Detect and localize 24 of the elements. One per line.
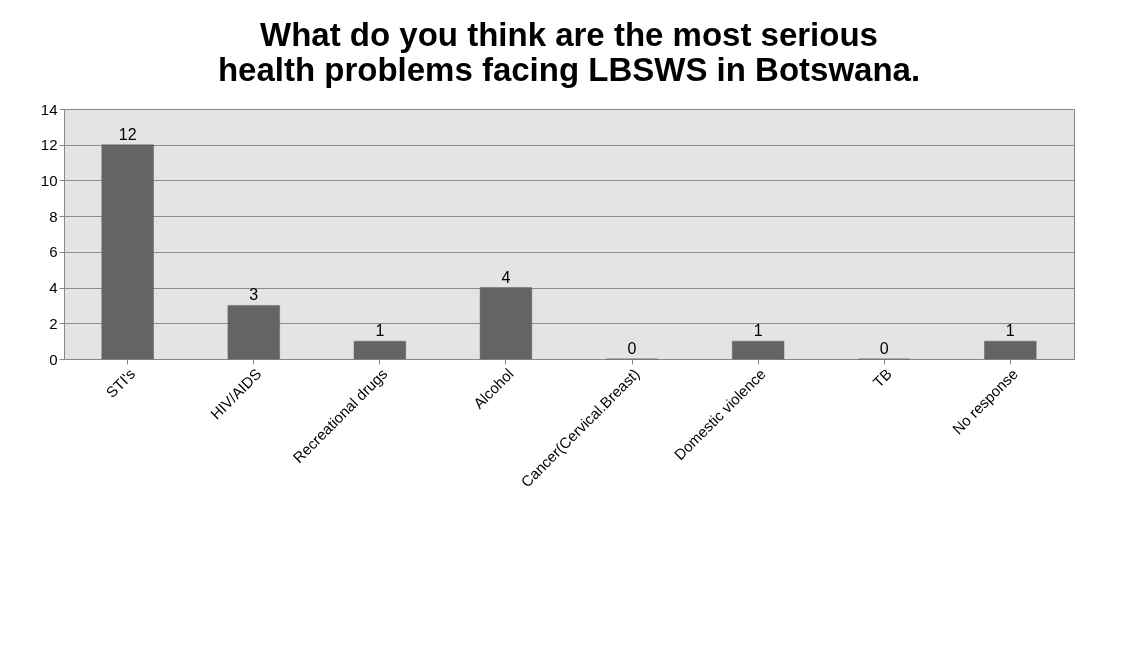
bar — [353, 340, 406, 360]
x-tick-label: TB — [869, 365, 895, 391]
y-tick-label: 10 — [40, 171, 58, 189]
data-label: 0 — [879, 340, 889, 357]
data-label: 12 — [118, 125, 137, 143]
bar — [984, 340, 1037, 360]
y-tick-label: 14 — [40, 100, 58, 118]
y-tick-label: 6 — [49, 243, 58, 261]
y-tick-label: 4 — [49, 279, 58, 297]
data-label: 3 — [249, 286, 259, 304]
data-label: 1 — [1005, 322, 1015, 340]
data-label: 4 — [501, 268, 511, 286]
data-label: 1 — [375, 322, 385, 340]
y-tick-label: 0 — [49, 350, 58, 368]
bar — [227, 305, 280, 360]
bar — [101, 144, 154, 360]
y-tick-label: 2 — [49, 314, 58, 332]
y-tick-label: 12 — [40, 136, 58, 154]
bar — [732, 340, 785, 360]
text: What do you think are the most serious — [260, 16, 878, 53]
bar — [479, 287, 533, 360]
data-label: 0 — [627, 340, 637, 357]
data-label: 1 — [753, 322, 763, 340]
y-tick-label: 8 — [49, 207, 58, 225]
